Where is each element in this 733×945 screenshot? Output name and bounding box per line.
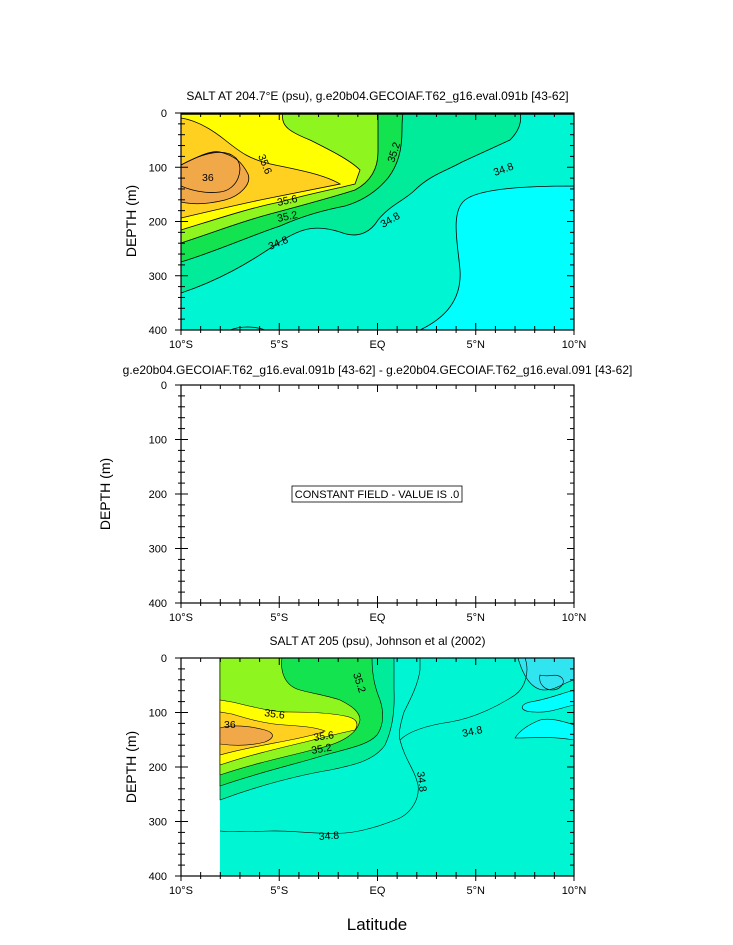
panel-2: g.e20b04.GECOIAF.T62_g16.eval.091b [43-6… <box>97 363 632 624</box>
panel-2-y-axis-label: DEPTH (m) <box>97 458 113 530</box>
panel-3-y-ticks: 0 100 200 300 400 <box>149 653 574 883</box>
y-tick-label: 100 <box>149 162 167 174</box>
x-tick-label: EQ <box>370 339 386 351</box>
contour-label: 34.8 <box>414 771 429 793</box>
panel-1-contour-fill <box>181 113 574 330</box>
y-tick-label: 200 <box>149 762 167 774</box>
contour-line-small-loop <box>539 674 564 691</box>
y-tick-label: 0 <box>161 108 167 120</box>
contour-label: 34.8 <box>461 724 484 740</box>
panel-2-x-ticks: 10°S 5°S EQ 5°N 10°N <box>169 385 586 624</box>
contour-label: 35.6 <box>276 193 299 209</box>
y-tick-label: 400 <box>149 871 167 883</box>
x-tick-label: 5°S <box>270 339 288 351</box>
y-tick-label: 400 <box>149 598 167 610</box>
y-tick-label: 100 <box>149 435 167 447</box>
y-tick-label: 300 <box>149 817 167 829</box>
contour-label: 36 <box>224 719 236 731</box>
x-tick-label: 10°N <box>562 339 587 351</box>
y-tick-label: 300 <box>149 271 167 283</box>
x-tick-label: 5°S <box>270 885 288 897</box>
contour-line-34-8-upper <box>399 658 528 741</box>
constant-field-box <box>291 485 463 503</box>
y-tick-label: 400 <box>149 325 167 337</box>
x-tick-label: EQ <box>370 885 386 897</box>
panel-3-contour-fill <box>181 658 574 876</box>
fill-below-34-8 <box>419 185 574 330</box>
panel-2-y-ticks: 0 100 200 300 400 <box>149 380 574 610</box>
x-tick-label: 10°N <box>562 885 587 897</box>
panel-1-x-ticks: 10°S 5°S EQ 5°N 10°N <box>169 113 586 351</box>
y-tick-label: 300 <box>149 544 167 556</box>
x-tick-label: 10°S <box>169 339 193 351</box>
x-tick-label: 5°S <box>270 612 288 624</box>
x-tick-label: EQ <box>370 612 386 624</box>
x-tick-label: 10°N <box>562 612 587 624</box>
contour-line-small <box>229 326 266 330</box>
contour-label: 35.2 <box>276 209 299 225</box>
fill-below-34-8 <box>522 689 574 713</box>
contour-label: 36 <box>202 172 214 184</box>
y-tick-label: 200 <box>149 217 167 229</box>
panel-3-x-ticks: 10°S 5°S EQ 5°N 10°N <box>169 658 586 897</box>
contour-label: 35.6 <box>264 707 286 722</box>
contour-label: 35.2 <box>310 742 332 757</box>
panel-1: SALT AT 204.7°E (psu), g.e20b04.GECOIAF.… <box>123 89 586 351</box>
contour-line-35-0 <box>398 658 421 741</box>
constant-field-annotation: CONSTANT FIELD - VALUE IS .0 <box>295 489 459 501</box>
panel-1-y-ticks: 0 100 200 300 400 <box>149 108 574 337</box>
x-tick-label: 10°S <box>169 612 193 624</box>
y-tick-label: 200 <box>149 489 167 501</box>
fill-above-36 <box>181 151 250 205</box>
contour-label: 34.8 <box>318 830 339 843</box>
x-tick-label: 5°N <box>467 885 486 897</box>
fill-above-36 <box>219 725 273 746</box>
contour-line-34-8-lower <box>219 739 419 834</box>
panel-3-title: SALT AT 205 (psu), Johnson et al (2002) <box>270 634 486 648</box>
panel-3: SALT AT 205 (psu), Johnson et al (2002) … <box>123 634 586 897</box>
contour-label: 35.6 <box>313 729 335 744</box>
panel-2-title: g.e20b04.GECOIAF.T62_g16.eval.091b [43-6… <box>123 363 633 377</box>
y-tick-label: 0 <box>161 380 167 392</box>
panel-3-y-axis-label: DEPTH (m) <box>123 731 139 803</box>
panel-1-title: SALT AT 204.7°E (psu), g.e20b04.GECOIAF.… <box>186 89 568 103</box>
y-tick-label: 0 <box>161 653 167 665</box>
contour-line-36 <box>181 151 241 193</box>
y-tick-label: 100 <box>149 708 167 720</box>
fill-below-34-8-b <box>514 718 574 741</box>
x-tick-label: 5°N <box>467 339 486 351</box>
panel-1-y-axis-label: DEPTH (m) <box>123 185 139 257</box>
x-tick-label: 5°N <box>467 612 486 624</box>
x-tick-label: 10°S <box>169 885 193 897</box>
x-axis-label: Latitude <box>347 915 408 934</box>
